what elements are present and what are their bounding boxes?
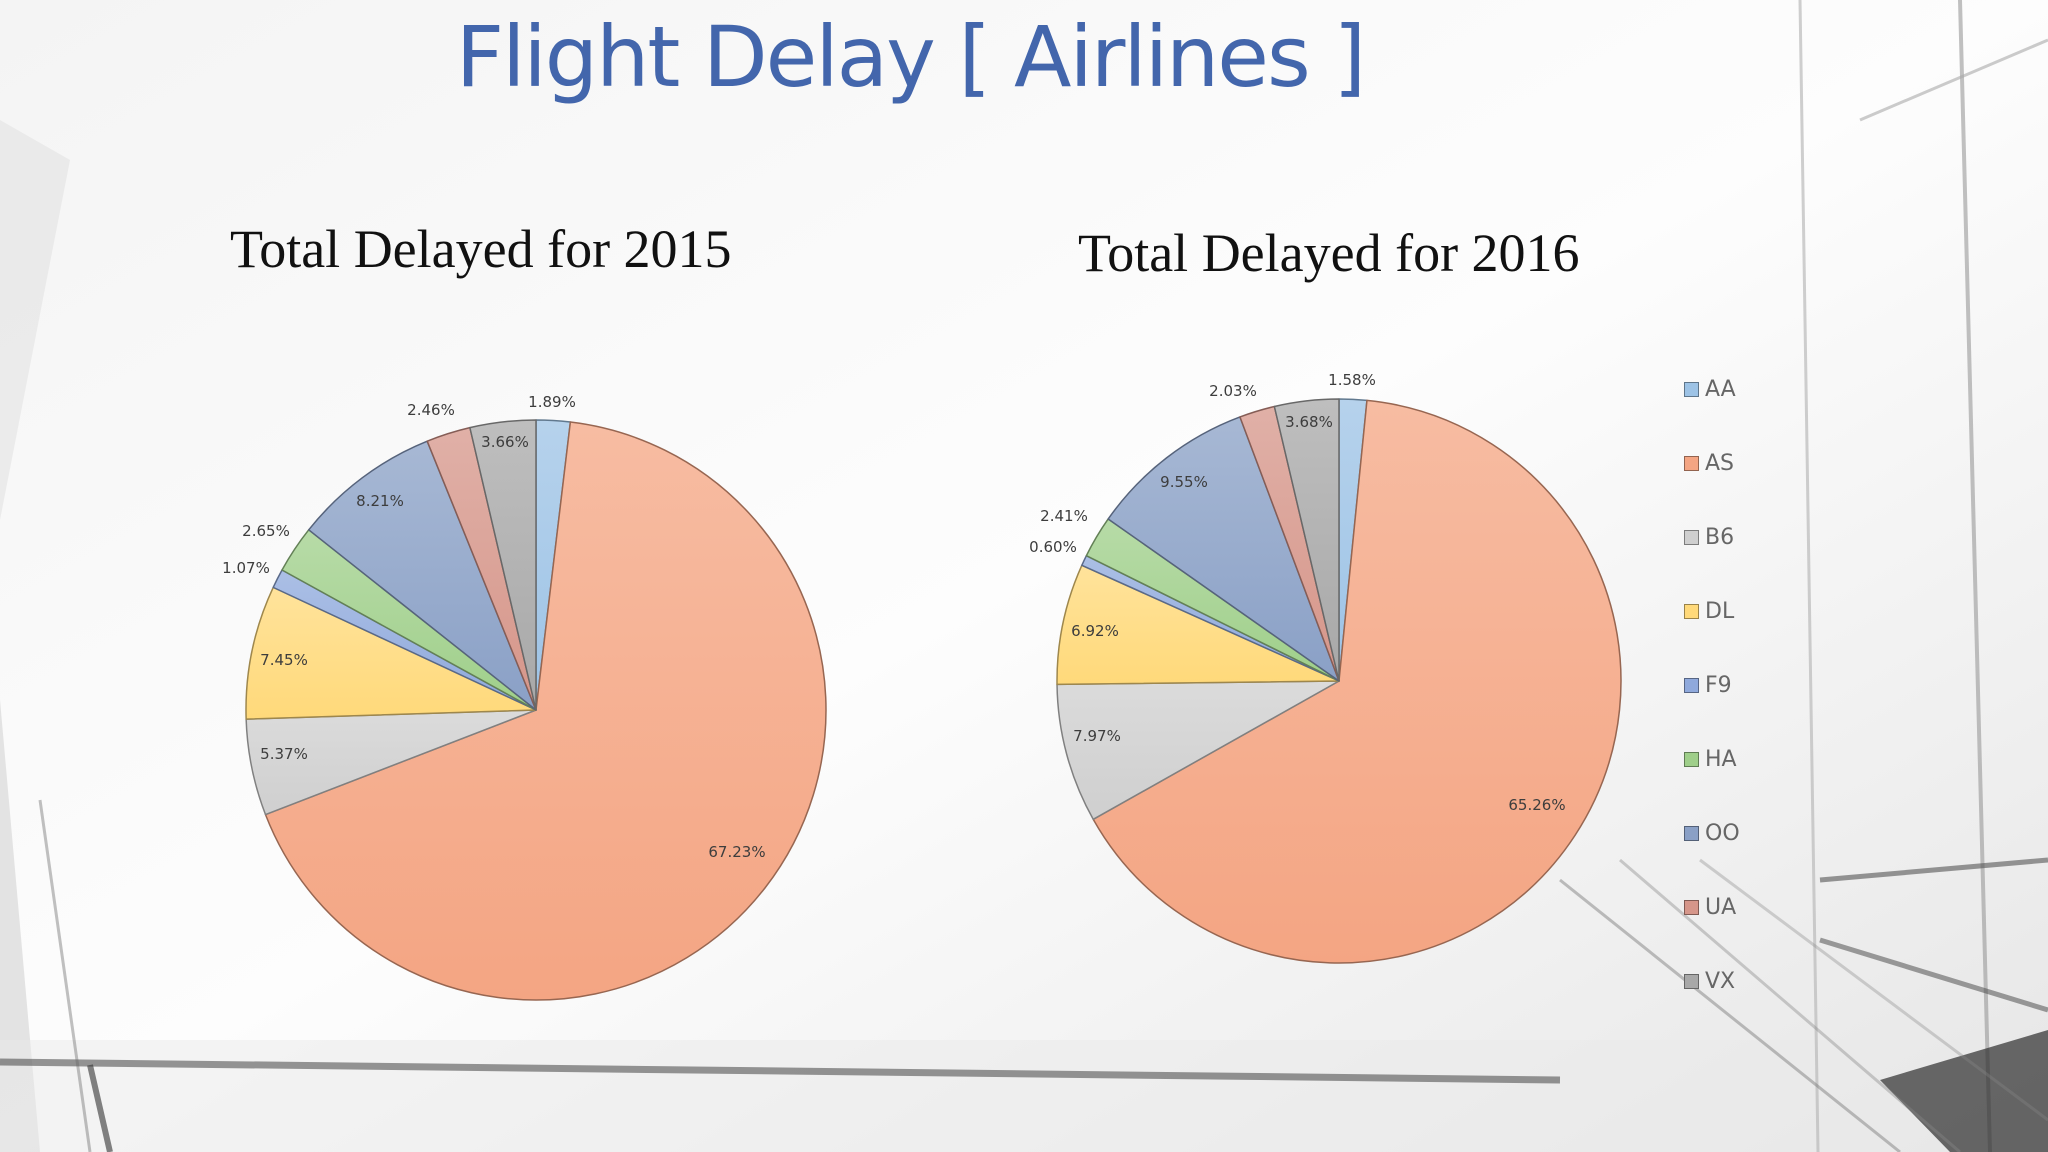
pie-2015: 1.89% 67.23% 5.37% 7.45% 1.07% 2.65% 8.21% 2.46… — [222, 393, 827, 1001]
pie-slice-as — [1092, 399, 1622, 964]
legend-label: F9 — [1705, 672, 1732, 698]
data-label-ha: 2.65% — [242, 522, 290, 540]
data-label-dl: 6.92% — [1071, 622, 1119, 640]
pie-slice-vx — [469, 419, 537, 711]
legend-swatch — [1684, 751, 1699, 767]
legend-swatch — [1684, 381, 1699, 397]
slide-title: Flight Delay [ Airlines ] — [455, 8, 1366, 106]
chart-legend: AA AS B6 DL F9 HA OO UA VX — [1684, 352, 1740, 1018]
data-label-ha: 2.41% — [1040, 507, 1088, 525]
data-label-oo: 9.55% — [1160, 473, 1208, 491]
legend-swatch — [1684, 677, 1699, 693]
legend-item-f9: F9 — [1684, 648, 1740, 722]
legend-swatch — [1684, 529, 1699, 545]
chart-title-2016: Total Delayed for 2016 — [1078, 223, 1580, 283]
data-label-f9: 0.60% — [1029, 538, 1077, 556]
legend-label: AS — [1705, 450, 1735, 476]
legend-item-ua: UA — [1684, 870, 1740, 944]
data-label-oo: 8.21% — [356, 492, 404, 510]
pie-slice-b6 — [1056, 680, 1340, 821]
legend-swatch — [1684, 825, 1699, 841]
legend-item-vx: VX — [1684, 944, 1740, 1018]
legend-label: B6 — [1705, 524, 1735, 550]
pie-slice-dl — [245, 586, 537, 720]
legend-label: AA — [1705, 376, 1736, 402]
legend-label: VX — [1705, 968, 1736, 994]
legend-swatch — [1684, 455, 1699, 471]
data-label-b6: 7.97% — [1073, 727, 1121, 745]
data-label-as: 67.23% — [708, 843, 765, 861]
pie-slice-oo — [308, 440, 537, 711]
legend-label: UA — [1705, 894, 1737, 920]
pie-slice-as — [264, 421, 827, 1001]
legend-label: DL — [1705, 598, 1735, 624]
legend-item-as: AS — [1684, 426, 1740, 500]
legend-item-dl: DL — [1684, 574, 1740, 648]
data-label-f9: 1.07% — [222, 559, 270, 577]
pie-2016: 1.58% 65.26% 7.97% 6.92% 0.60% 2.41% 9.55% 2.03… — [1029, 371, 1622, 964]
chart-title-2015: Total Delayed for 2015 — [230, 219, 732, 279]
legend-item-oo: OO — [1684, 796, 1740, 870]
legend-swatch — [1684, 973, 1699, 989]
data-label-as: 65.26% — [1508, 796, 1565, 814]
data-label-ua: 2.46% — [407, 401, 455, 419]
legend-item-b6: B6 — [1684, 500, 1740, 574]
legend-swatch — [1684, 603, 1699, 619]
legend-label: HA — [1705, 746, 1737, 772]
data-label-vx: 3.66% — [481, 433, 529, 451]
legend-label: OO — [1705, 820, 1740, 846]
data-label-ua: 2.03% — [1209, 382, 1257, 400]
pie-slice-oo — [1107, 416, 1340, 682]
legend-item-aa: AA — [1684, 352, 1740, 426]
data-label-aa: 1.89% — [528, 393, 576, 411]
legend-swatch — [1684, 899, 1699, 915]
data-label-dl: 7.45% — [260, 651, 308, 669]
data-label-vx: 3.68% — [1285, 413, 1333, 431]
data-label-aa: 1.58% — [1328, 371, 1376, 389]
data-label-b6: 5.37% — [260, 745, 308, 763]
pie-slice-vx — [1273, 398, 1340, 682]
legend-item-ha: HA — [1684, 722, 1740, 796]
pie-slice-dl — [1056, 564, 1340, 686]
